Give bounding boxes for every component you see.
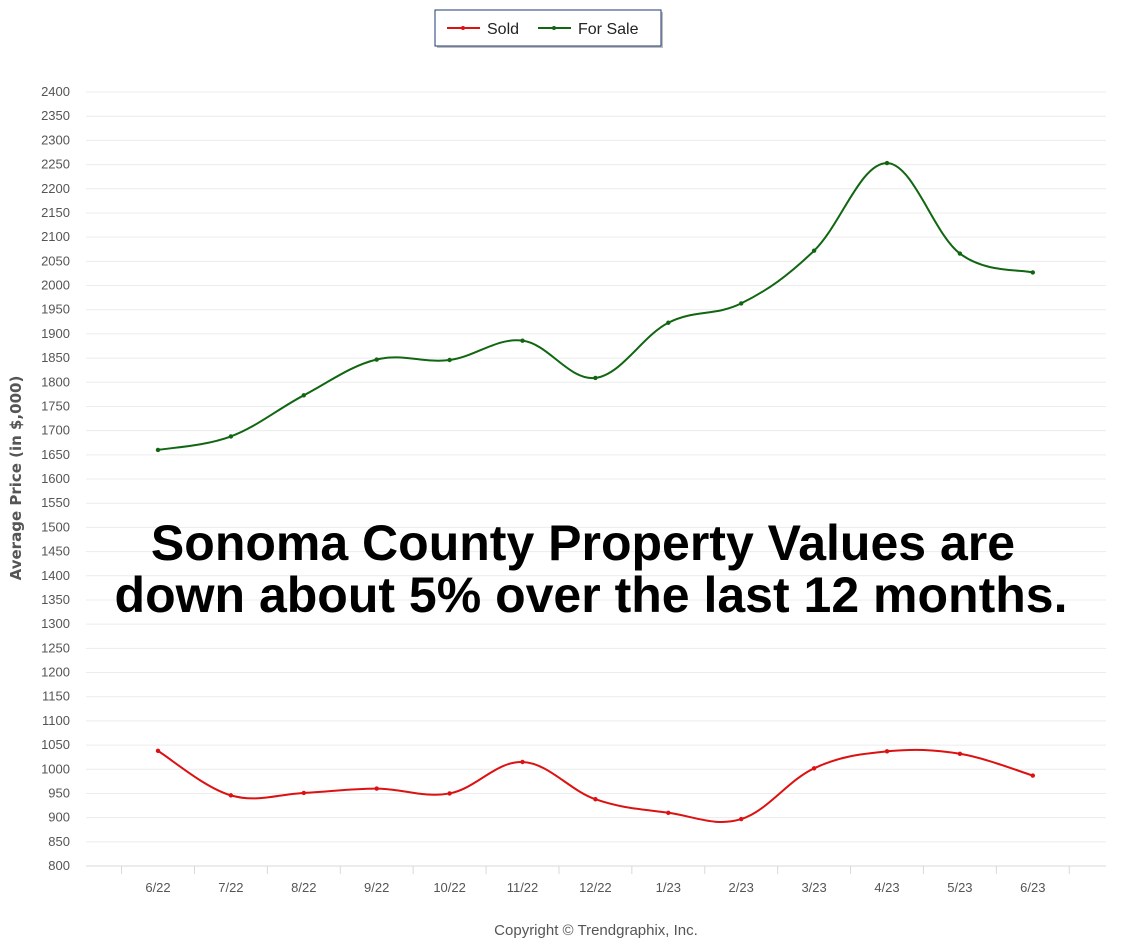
x-tick-label: 11/22 — [507, 880, 539, 895]
y-tick-label: 1100 — [42, 713, 70, 728]
y-tick-label: 1500 — [41, 519, 70, 534]
x-tick-label: 4/23 — [874, 880, 899, 895]
legend: Sold For Sale — [434, 9, 663, 48]
y-tick-label: 2000 — [41, 278, 70, 293]
y-tick-label: 1400 — [41, 568, 70, 583]
data-point-sold — [228, 793, 234, 798]
data-point-for-sale — [520, 338, 525, 343]
y-tick-label: 1550 — [41, 495, 70, 510]
y-tick-label: 1350 — [41, 592, 70, 607]
data-point-sold — [520, 759, 525, 765]
x-tick-label: 9/22 — [364, 880, 389, 895]
x-tick-labels: 6/22 7/22 8/22 9/22 10/22 11/22 12/22 1/23 2/23 3… — [145, 880, 1045, 895]
series-layer — [155, 160, 1036, 823]
y-tick-labels: 800 850 900 950 1000 1050 1100 1150 1200 1250 1300… — [41, 84, 70, 873]
data-point-for-sale — [593, 375, 598, 381]
x-tick-label: 12/22 — [579, 880, 612, 895]
y-tick-label: 1950 — [41, 302, 70, 317]
y-tick-label: 1000 — [41, 761, 70, 776]
legend-marker-for-sale — [552, 26, 556, 30]
legend-label-sold: Sold — [487, 21, 519, 38]
x-tick-label: 3/23 — [801, 880, 826, 895]
y-tick-label: 1200 — [41, 665, 70, 680]
y-tick-label: 2350 — [41, 108, 70, 123]
y-axis-label: Average Price (in $,000) — [7, 376, 25, 581]
data-point-sold — [447, 791, 452, 796]
y-tick-label: 1600 — [41, 471, 70, 486]
y-tick-label: 1850 — [41, 350, 70, 365]
gridlines — [86, 91, 1106, 874]
x-tick-label: 8/22 — [291, 880, 316, 895]
y-tick-label: 1750 — [41, 398, 70, 413]
data-point-sold — [1030, 773, 1036, 778]
y-tick-label: 1050 — [41, 737, 70, 752]
x-tick-label: 10/22 — [433, 880, 466, 895]
data-point-sold — [811, 766, 817, 771]
data-point-for-sale — [811, 248, 817, 253]
y-tick-label: 850 — [48, 834, 70, 849]
legend-label-for-sale: For Sale — [578, 21, 639, 38]
data-point-for-sale — [301, 393, 306, 398]
series-line-for-sale — [157, 162, 1034, 451]
x-tick-label: 5/23 — [947, 880, 972, 895]
y-tick-label: 1900 — [41, 326, 70, 341]
y-tick-label: 2400 — [41, 84, 70, 99]
data-point-sold — [957, 751, 963, 756]
data-point-sold — [155, 748, 161, 754]
data-point-for-sale — [739, 301, 744, 306]
data-point-for-sale — [884, 160, 890, 166]
data-point-for-sale — [447, 357, 452, 363]
y-tick-label: 2200 — [41, 181, 70, 196]
x-tick-label: 6/22 — [145, 880, 170, 895]
y-tick-label: 1450 — [41, 544, 70, 559]
y-tick-label: 2050 — [41, 253, 70, 268]
y-tick-label: 2100 — [41, 229, 70, 244]
series-for-sale — [155, 160, 1036, 453]
data-point-sold — [593, 797, 598, 802]
series-sold — [155, 748, 1036, 823]
copyright-text: Copyright © Trendgraphix, Inc. — [494, 922, 698, 939]
y-tick-label: 2300 — [41, 132, 70, 147]
data-point-for-sale — [374, 357, 379, 362]
y-tick-label: 1250 — [41, 640, 70, 655]
legend-marker-sold — [461, 26, 465, 30]
x-tick-label: 6/23 — [1020, 880, 1045, 895]
x-tick-label: 2/23 — [729, 880, 754, 895]
y-tick-label: 2150 — [41, 205, 70, 220]
y-tick-label: 950 — [48, 785, 70, 800]
data-point-sold — [739, 816, 744, 822]
overlay-headline-line-1: Sonoma County Property Values are — [151, 515, 1015, 571]
series-line-sold — [157, 748, 1034, 823]
x-tick-label: 7/22 — [218, 880, 243, 895]
y-tick-label: 1150 — [42, 689, 70, 704]
data-point-sold — [666, 810, 671, 815]
overlay-headline-line-2: down about 5% over the last 12 months. — [115, 567, 1068, 623]
y-tick-label: 800 — [48, 858, 70, 873]
y-tick-label: 1700 — [41, 423, 70, 438]
y-tick-label: 2250 — [41, 157, 70, 172]
data-point-for-sale — [1030, 270, 1036, 275]
y-tick-label: 1650 — [41, 447, 70, 462]
y-tick-label: 900 — [48, 810, 70, 825]
data-point-for-sale — [666, 320, 671, 325]
data-point-for-sale — [957, 251, 963, 256]
data-point-for-sale — [228, 434, 234, 439]
data-point-sold — [374, 786, 379, 791]
data-point-for-sale — [155, 447, 161, 453]
y-tick-label: 1300 — [41, 616, 70, 631]
x-tick-label: 1/23 — [656, 880, 681, 895]
data-point-sold — [884, 749, 890, 754]
data-point-sold — [301, 790, 306, 796]
y-tick-label: 1800 — [41, 374, 70, 389]
